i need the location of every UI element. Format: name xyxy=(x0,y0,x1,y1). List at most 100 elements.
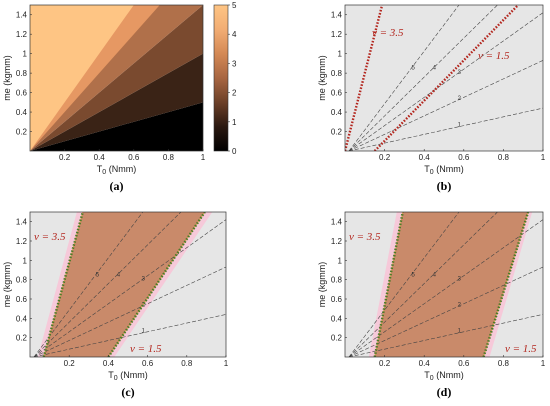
x-axis-label-sub: 0 xyxy=(114,375,118,382)
y-tick-label: 1.2 xyxy=(16,30,28,39)
contour-label: 4 xyxy=(433,66,437,72)
colorbar: 0 1 2 3 4 5 xyxy=(213,1,237,156)
heatmap-band-0 xyxy=(30,102,203,151)
x-axis-label: T0 (Nmm) xyxy=(424,370,463,382)
feasible-region xyxy=(374,212,543,357)
x-tick-label: 0.2 xyxy=(59,153,71,162)
nu-label-high: ν = 3.5 xyxy=(372,27,404,39)
x-tick-label: 0.6 xyxy=(142,359,154,368)
y-tick-label: 1 xyxy=(338,50,343,59)
y-tick-label: 0.2 xyxy=(331,128,343,137)
y-tick-label: 0.4 xyxy=(16,108,28,117)
nu-label-high: ν = 3.5 xyxy=(34,231,66,243)
contour-label: 2 xyxy=(458,96,462,102)
nu-label-low: ν = 1.5 xyxy=(130,343,162,355)
y-tick-label: 1.2 xyxy=(16,237,28,246)
colorbar-tick-label: 0 xyxy=(232,147,237,156)
nu-line-accent-0 xyxy=(374,212,404,357)
nu-label-low: ν = 1.5 xyxy=(478,50,510,62)
plot-frame xyxy=(29,4,204,152)
x-axis-label-unit: (Nmm) xyxy=(106,164,136,174)
y-tick-label: 0.2 xyxy=(16,128,28,137)
y-tick-label: 1 xyxy=(338,256,343,265)
nu-line-0 xyxy=(42,212,84,357)
y-axis-label: me (kgmm) xyxy=(317,55,327,101)
nu-label-low: ν = 1.5 xyxy=(505,343,537,355)
y-tick-label: 0.8 xyxy=(331,276,343,285)
x-tick-label: 0.8 xyxy=(498,153,510,162)
x-tick-label: 1 xyxy=(201,153,206,162)
x-axis-label-main: T xyxy=(108,370,114,380)
contour-label: 5 xyxy=(96,272,100,278)
contour-line xyxy=(348,219,543,357)
contour-line xyxy=(348,12,543,151)
colorbar-tick-label: 1 xyxy=(232,118,237,127)
y-tick-label: 1.4 xyxy=(16,11,28,20)
y-tick-label: 1.4 xyxy=(331,11,343,20)
y-axis-label: me (kgmm) xyxy=(317,262,327,308)
y-tick-label: 0.8 xyxy=(331,69,343,78)
x-axis-label-main: T xyxy=(424,164,430,174)
contour-label: 5 xyxy=(411,272,415,278)
y-tick-label: 0.2 xyxy=(331,334,343,343)
plot-frame xyxy=(344,4,544,152)
x-axis-label-sub: 0 xyxy=(430,375,434,382)
y-tick-label: 1.4 xyxy=(16,218,28,227)
contour-line xyxy=(33,212,182,357)
panel-caption: (c) xyxy=(121,385,134,399)
x-tick-label: 0.8 xyxy=(163,153,175,162)
x-axis-label-main: T xyxy=(97,164,103,174)
y-axis-label: me (kgmm) xyxy=(2,262,12,308)
y-tick-label: 0.2 xyxy=(16,334,28,343)
contour-line xyxy=(348,5,498,151)
contour-label: 5 xyxy=(411,66,415,72)
x-tick-label: 1 xyxy=(541,153,546,162)
panel-c: 123450.20.40.60.810.20.40.60.811.21.4T0 … xyxy=(2,211,229,399)
y-tick-label: 1 xyxy=(23,256,28,265)
x-axis-label-sub: 0 xyxy=(102,169,106,176)
x-tick-label: 0.4 xyxy=(419,153,431,162)
x-tick-label: 0.4 xyxy=(103,359,115,368)
y-tick-label: 0.4 xyxy=(331,108,343,117)
contour-label: 2 xyxy=(458,303,462,309)
x-tick-label: 0.4 xyxy=(419,359,431,368)
x-tick-label: 0.2 xyxy=(379,153,391,162)
heatmap-band-5 xyxy=(30,5,134,151)
x-axis-label-main: T xyxy=(424,370,430,380)
y-tick-label: 0.4 xyxy=(331,314,343,323)
y-tick-label: 1.2 xyxy=(331,237,343,246)
x-tick-label: 0.2 xyxy=(379,359,391,368)
plot-frame xyxy=(29,211,227,358)
nu-line-0 xyxy=(345,5,384,151)
x-axis-label-unit: (Nmm) xyxy=(434,164,464,174)
x-tick-label: 0.6 xyxy=(128,153,140,162)
y-tick-label: 0.4 xyxy=(16,314,28,323)
y-tick-label: 1 xyxy=(23,50,28,59)
y-tick-label: 0.8 xyxy=(16,69,28,78)
contour-label: 1 xyxy=(458,329,462,335)
plot-background xyxy=(345,5,543,151)
panel-d: 1 2 3 4 5 0.2 0.4 0.6 0.8 1 0.2 0.4 0.6 0.8 1 1.2 1.4 T0 … xyxy=(317,211,546,399)
contour-label: 1 xyxy=(458,122,462,128)
x-axis-label-unit: (Nmm) xyxy=(118,370,148,380)
nu-line-0 xyxy=(373,212,404,357)
colorbar-tick-label: 5 xyxy=(232,1,237,10)
contour-line xyxy=(33,219,226,357)
colorbar-tick-label: 2 xyxy=(232,89,237,98)
x-axis-label: T0 (Nmm) xyxy=(108,370,147,382)
nu-label-high: ν = 3.5 xyxy=(349,231,381,243)
panel-caption: (d) xyxy=(437,385,452,399)
panel-b: 1 2 3 4 5 0.2 0.4 0.6 0.8 1 0.2 0.4 0.6 0.8 1 1.2 1.4 T0 … xyxy=(317,4,546,193)
x-tick-label: 0.2 xyxy=(64,359,76,368)
nu-line-1 xyxy=(373,5,519,151)
x-tick-label: 0.4 xyxy=(94,153,106,162)
heatmap-bands xyxy=(30,5,203,151)
contour-label: 3 xyxy=(142,276,146,282)
contour-line xyxy=(33,266,226,357)
plot-frame xyxy=(344,211,544,358)
contour-label: 3 xyxy=(458,276,462,282)
x-tick-label: 0.6 xyxy=(458,153,470,162)
